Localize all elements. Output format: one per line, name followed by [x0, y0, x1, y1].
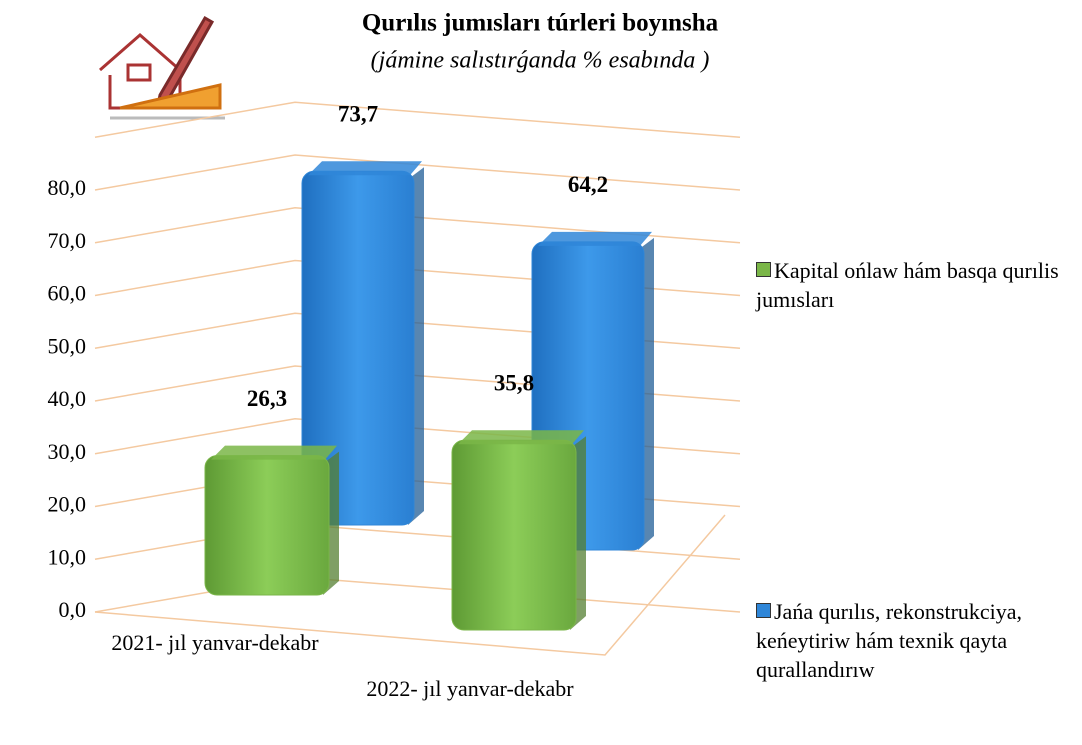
y-tick-label: 50,0 [48, 333, 87, 358]
legend-label: Kapital ońlaw hám basqa qurılis jumıslar… [756, 258, 1059, 312]
grid-line [95, 577, 740, 612]
legend-swatch [756, 603, 771, 618]
chart-title: Qurılıs jumısları túrleri boyınsha [362, 10, 719, 37]
y-tick-label: 70,0 [48, 228, 87, 253]
data-label: 26,3 [247, 386, 287, 411]
x-tick-label: 2022- jıl yanvar-dekabr [360, 674, 580, 704]
y-tick-label: 30,0 [48, 439, 87, 464]
y-tick-label: 60,0 [48, 281, 87, 306]
legend-swatch [756, 262, 771, 277]
data-label: 73,7 [338, 102, 378, 127]
y-tick-label: 40,0 [48, 386, 87, 411]
y-tick-label: 20,0 [48, 492, 87, 517]
logo-icon [100, 18, 225, 118]
legend-item: Kapital ońlaw hám basqa qurılis jumıslar… [756, 256, 1076, 314]
legend-item: Jańa qurılıs, rekonstrukciya, keńeytiriw… [756, 597, 1076, 684]
legend-label: Jańa qurılıs, rekonstrukciya, keńeytiriw… [756, 599, 1022, 682]
data-label: 35,8 [494, 371, 534, 396]
page: Qurılıs jumısları túrleri boyınsha (jámi… [0, 0, 1082, 745]
x-tick-label: 2021- jıl yanvar-dekabr [105, 628, 325, 658]
data-label: 64,2 [568, 172, 608, 197]
bar-top [308, 161, 422, 175]
y-tick-label: 0,0 [59, 597, 87, 622]
bar-top [211, 446, 337, 460]
chart-subtitle: (jámine salıstırǵanda % esabında ) [371, 48, 710, 74]
y-tick-label: 80,0 [48, 175, 87, 200]
bar [205, 456, 329, 595]
bar [452, 440, 576, 630]
bar-top [458, 430, 584, 444]
y-tick-label: 10,0 [48, 544, 87, 569]
bar-top [538, 232, 652, 246]
